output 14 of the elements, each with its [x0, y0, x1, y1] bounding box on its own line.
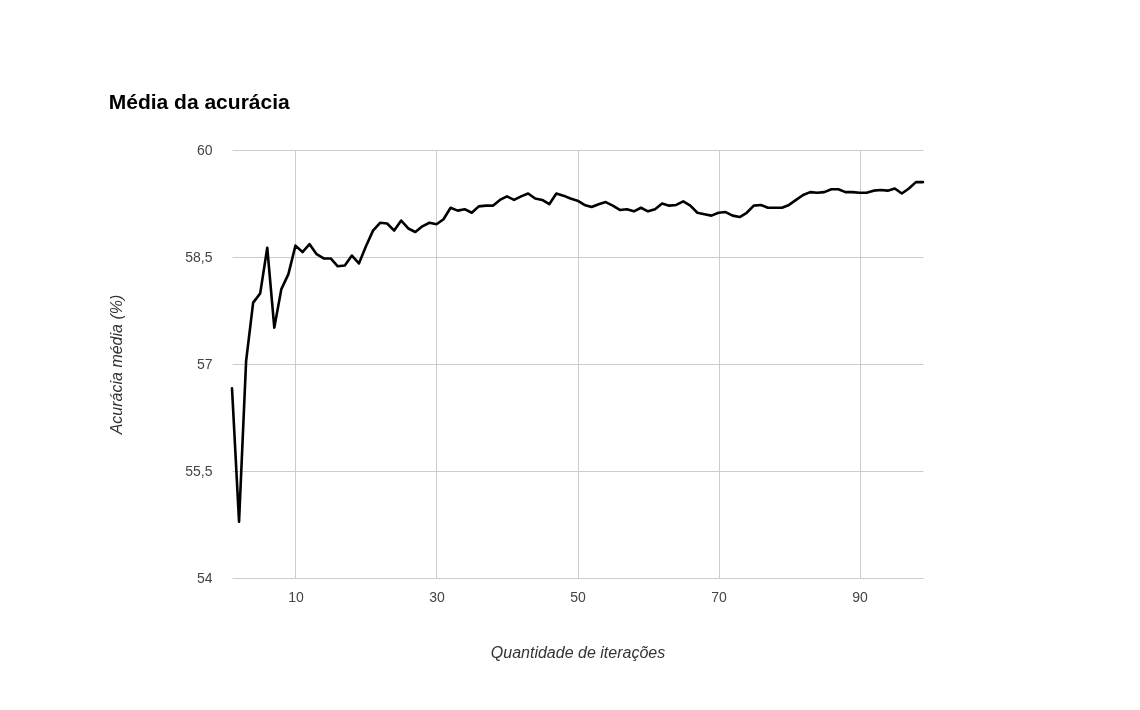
line-series	[230, 180, 925, 523]
y-tick-label: 54	[196, 569, 213, 586]
x-tick-label: 70	[711, 588, 728, 605]
x-axis-title: Quantidade de iterações	[490, 643, 666, 661]
chart-title: Média da acurácia	[108, 90, 290, 113]
y-tick-label: 58,5	[185, 248, 213, 265]
x-tick-label: 50	[570, 588, 586, 605]
y-tick-label: 60	[196, 141, 213, 158]
y-tick-label: 57	[196, 355, 213, 372]
x-tick-label: 10	[288, 588, 304, 605]
x-tick-label: 90	[852, 588, 869, 605]
y-tick-label: 55,5	[185, 462, 213, 479]
y-axis-title: Acurácia média (%)	[108, 294, 126, 436]
x-tick-label: 30	[429, 588, 445, 605]
